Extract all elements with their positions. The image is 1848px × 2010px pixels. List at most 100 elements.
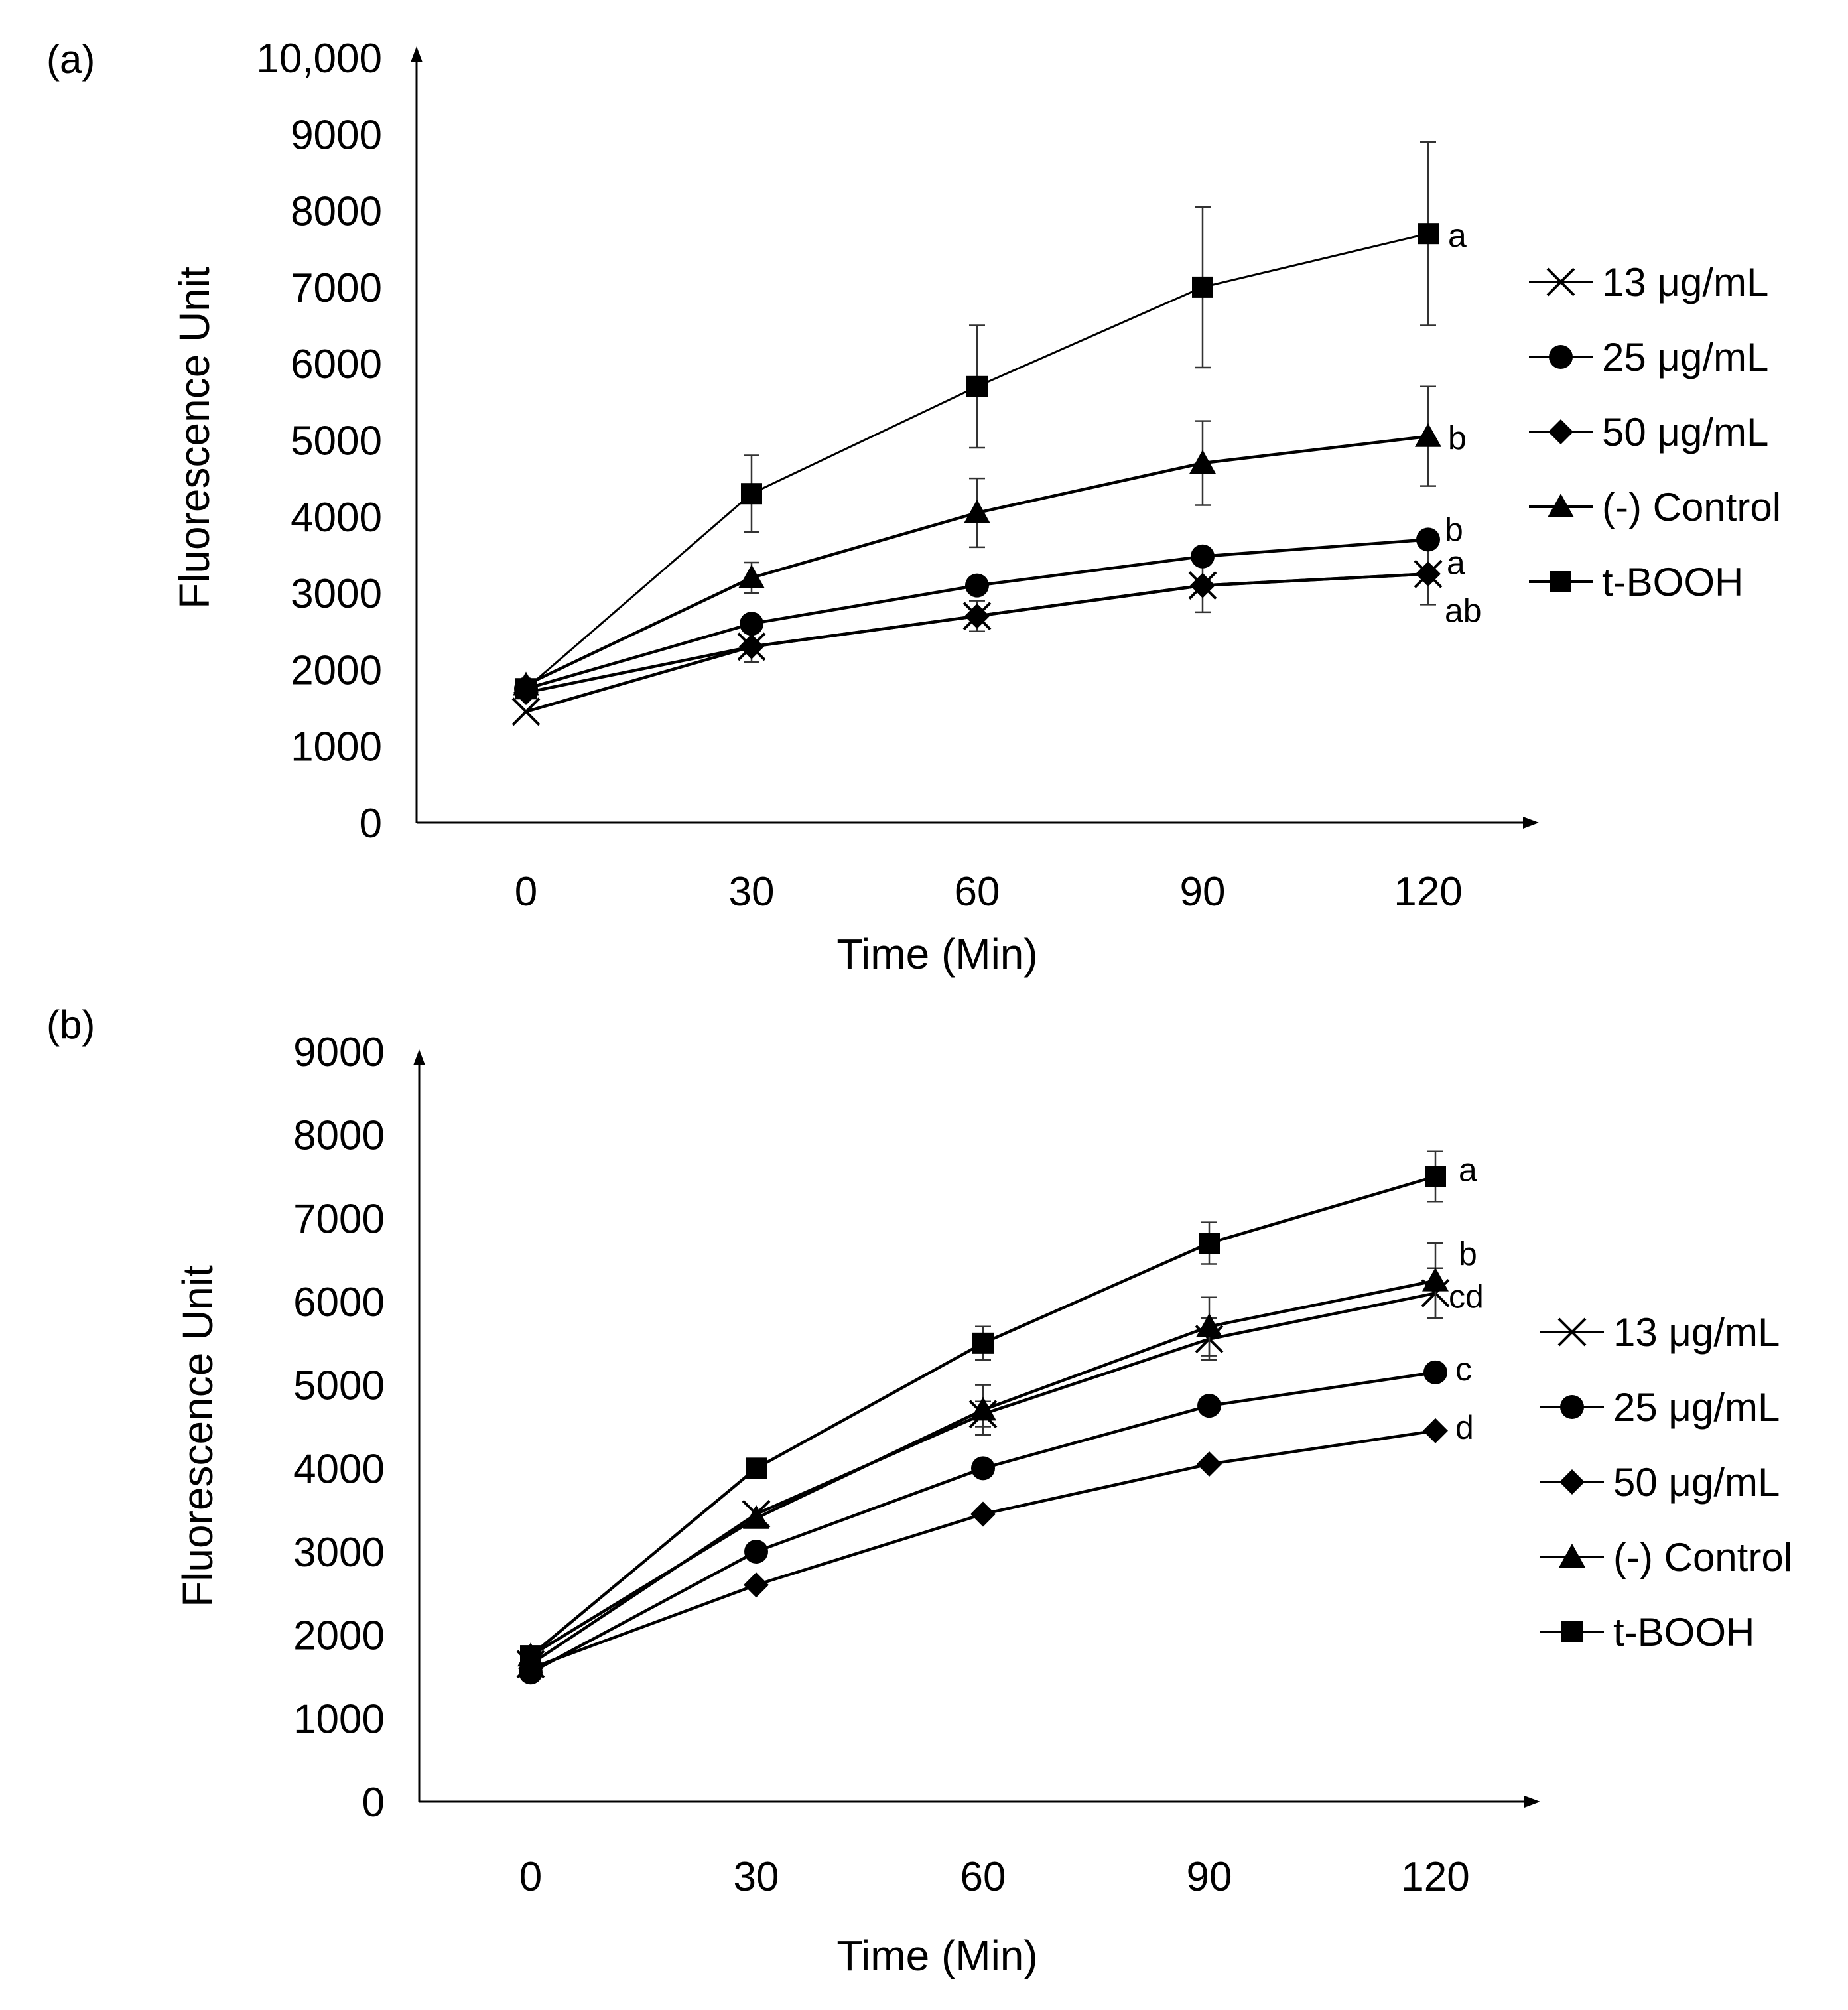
- legend-marker-x: [1546, 267, 1575, 297]
- series-x: cd: [516, 1267, 1484, 1679]
- significance-label: b: [1448, 420, 1467, 457]
- data-point-triangle: [964, 500, 990, 524]
- x-tick-label: 30: [729, 869, 775, 915]
- significance-label: ab: [1445, 592, 1482, 629]
- legend-marker-square: [1561, 1621, 1583, 1642]
- significance-label: cd: [1449, 1278, 1484, 1315]
- x-marker-stroke: [1546, 267, 1575, 297]
- x-tick-label: 90: [1180, 869, 1226, 915]
- y-tick-label: 3000: [293, 1530, 385, 1575]
- legend-label: t-BOOH: [1613, 1610, 1754, 1654]
- legend-item: t-BOOH: [1529, 560, 1743, 604]
- data-point-triangle: [738, 565, 765, 589]
- legend-label: 13 μg/mL: [1602, 260, 1768, 304]
- y-axis-title: Fluorescence Unit: [170, 267, 218, 609]
- legend-marker-circle: [1549, 345, 1573, 369]
- data-point-square: [1199, 1233, 1220, 1254]
- legend-marker-x: [1557, 1317, 1587, 1347]
- data-point-circle: [971, 1456, 995, 1481]
- x-axis-title: Time (Min): [836, 1932, 1037, 1979]
- data-point-triangle: [970, 1396, 996, 1421]
- y-tick-label: 5000: [293, 1363, 385, 1409]
- data-point-square: [741, 483, 762, 505]
- data-point-circle: [1197, 1394, 1221, 1418]
- data-point-diamond: [1190, 572, 1215, 598]
- data-point-circle: [744, 1540, 768, 1564]
- data-point-circle: [740, 612, 763, 636]
- legend-item: (-) Control: [1529, 485, 1781, 529]
- data-point-triangle: [743, 1505, 769, 1529]
- y-tick-label: 7000: [293, 1196, 385, 1242]
- data-point-diamond: [964, 603, 990, 629]
- data-point-square: [520, 1645, 541, 1667]
- y-tick-label: 9000: [293, 1030, 385, 1075]
- y-tick-label: 1000: [291, 724, 382, 770]
- legend-label: (-) Control: [1602, 485, 1781, 529]
- data-point-square: [746, 1457, 767, 1479]
- legend-item: t-BOOH: [1540, 1610, 1754, 1654]
- legend: 13 μg/mL 25 μg/mL 50 μg/mL (-) Control t-BOO…: [1540, 1310, 1792, 1654]
- data-point-diamond: [739, 634, 764, 659]
- legend-label: 25 μg/mL: [1613, 1385, 1780, 1430]
- data-point-diamond: [744, 1572, 769, 1598]
- data-point-triangle: [1415, 423, 1441, 447]
- chart-panel-b: (b) 0 1000 2000 3000 4000 5000 6000 7000 8000 9000…: [46, 1002, 1792, 1979]
- x-tick-label: 30: [734, 1854, 779, 1900]
- x-marker-stroke: [1557, 1317, 1587, 1347]
- data-point-triangle: [1196, 1313, 1222, 1337]
- significance-label: c: [1455, 1351, 1472, 1388]
- panel-label: (a): [46, 37, 95, 82]
- data-point-triangle: [1189, 450, 1216, 474]
- y-tick-label: 0: [360, 801, 382, 846]
- y-tick-label: 5000: [291, 419, 382, 464]
- legend-item: 50 μg/mL: [1540, 1460, 1780, 1505]
- legend-label: 50 μg/mL: [1602, 410, 1768, 454]
- x-tick-label: 60: [960, 1854, 1006, 1900]
- y-tick-label: 7000: [291, 265, 382, 311]
- y-tick-label: 10,000: [256, 36, 382, 82]
- y-tick-label: 6000: [293, 1280, 385, 1325]
- y-tick-label: 0: [362, 1780, 385, 1826]
- series-square: a: [520, 1150, 1477, 1667]
- data-point-diamond: [970, 1501, 996, 1527]
- data-point-circle: [965, 573, 989, 598]
- chart-panel-a: (a) 0 1000 2000 3000 4000 5000 6000 7000 8000 9000…: [46, 36, 1781, 978]
- data-point-circle: [1423, 1360, 1447, 1384]
- legend-label: 13 μg/mL: [1613, 1310, 1780, 1355]
- x-tick-label: 120: [1394, 869, 1462, 915]
- y-tick-label: 6000: [291, 342, 382, 387]
- y-tick-label: 2000: [291, 647, 382, 693]
- data-point-square: [1418, 223, 1439, 245]
- x-axis-title: Time (Min): [836, 930, 1037, 978]
- y-tick-label: 8000: [293, 1113, 385, 1159]
- y-tick-label: 3000: [291, 571, 382, 617]
- data-point-square: [1192, 276, 1213, 298]
- y-tick-label: 4000: [293, 1446, 385, 1492]
- panel-label: (b): [46, 1002, 95, 1047]
- series-circle: c: [519, 1351, 1472, 1685]
- x-tick-label: 60: [955, 869, 1000, 915]
- legend-marker-circle: [1560, 1395, 1584, 1419]
- data-point-circle: [1416, 527, 1440, 552]
- legend-label: (-) Control: [1613, 1535, 1792, 1579]
- legend-item: 13 μg/mL: [1529, 260, 1768, 304]
- data-point-square: [966, 375, 988, 397]
- x-marker-stroke: [511, 697, 541, 726]
- x-tick-label: 120: [1401, 1854, 1469, 1900]
- series-diamond: d: [518, 1409, 1474, 1681]
- legend-marker-square: [1550, 571, 1571, 592]
- data-point-square: [1425, 1166, 1446, 1187]
- y-tick-label: 8000: [291, 189, 382, 235]
- data-point-square: [972, 1332, 994, 1354]
- series-line: [525, 435, 1429, 687]
- x-axis-arrow: [1524, 1796, 1540, 1808]
- legend-label: t-BOOH: [1602, 560, 1743, 604]
- data-point-diamond: [1416, 561, 1441, 587]
- legend-label: 25 μg/mL: [1602, 335, 1768, 379]
- data-point-diamond: [1423, 1418, 1448, 1443]
- legend-label: 50 μg/mL: [1613, 1460, 1780, 1505]
- legend-marker-triangle: [1548, 494, 1574, 517]
- legend-marker-triangle: [1559, 1544, 1585, 1568]
- x-tick-label: 90: [1187, 1854, 1232, 1900]
- legend-item: 25 μg/mL: [1540, 1385, 1780, 1430]
